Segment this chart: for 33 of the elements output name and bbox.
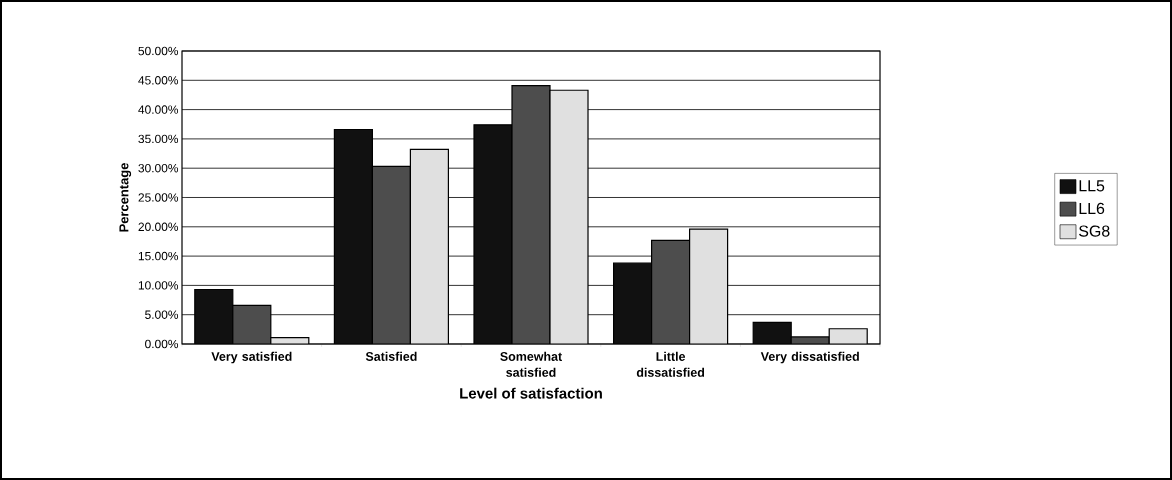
x-tick-label: Very dissatisfied (760, 351, 859, 364)
legend-label: LL6 (1079, 202, 1105, 215)
y-tick-label: 50.00% (138, 46, 179, 56)
bar (549, 89, 589, 344)
y-tick-label: 5.00% (145, 310, 179, 319)
y-tick-label: 15.00% (138, 251, 179, 261)
bar (613, 262, 653, 344)
y-tick-label: 10.00% (138, 281, 179, 290)
bar (333, 128, 373, 344)
x-tick-label: Little dissatisfied (636, 351, 705, 377)
bar (651, 239, 691, 344)
legend-label: LL5 (1079, 180, 1105, 192)
y-tick-label: 40.00% (138, 105, 179, 114)
y-axis-title: Percentage (119, 163, 132, 232)
y-tick-label: 45.00% (138, 76, 179, 85)
bar (473, 124, 513, 344)
bar (232, 304, 272, 344)
y-tick-label: 20.00% (138, 222, 179, 232)
y-tick-label: 30.00% (138, 163, 179, 173)
x-tick-label: Satisfied (365, 351, 417, 361)
y-tick-label: 0.00% (145, 339, 179, 349)
x-tick-label: Very satisfied (211, 351, 292, 364)
bar (409, 148, 450, 344)
bar (511, 84, 551, 344)
x-axis-title: Level of satisfaction (460, 387, 602, 399)
bar (194, 288, 234, 344)
bar (689, 228, 729, 344)
legend-label: SG8 (1079, 225, 1110, 237)
bar (371, 165, 411, 344)
bar (752, 321, 792, 344)
x-tick-label: Somewhat satisfied (500, 351, 562, 377)
y-tick-label: 25.00% (138, 193, 179, 202)
y-tick-label: 35.00% (138, 134, 179, 144)
